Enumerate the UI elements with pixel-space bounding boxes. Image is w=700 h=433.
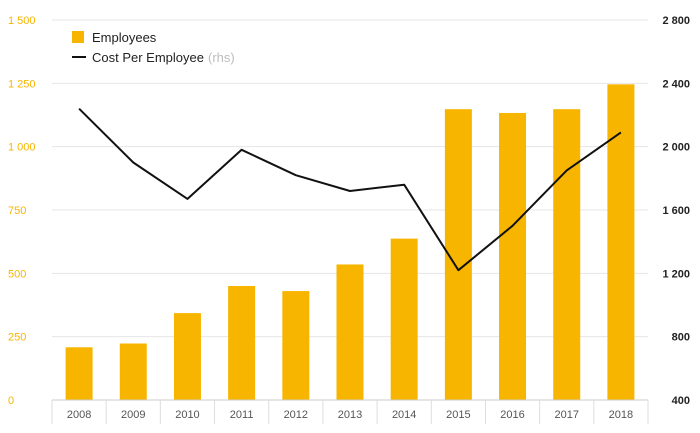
bar [173, 313, 201, 400]
x-tick-label: 2009 [121, 409, 145, 421]
left-tick-label: 1 250 [8, 78, 36, 90]
right-tick-label: 2 400 [662, 78, 690, 90]
x-tick-label: 2014 [392, 409, 416, 421]
x-tick-label: 2018 [609, 409, 633, 421]
legend-swatch-bar [72, 31, 84, 43]
bar [282, 291, 310, 400]
legend-label-employees: Employees [92, 29, 157, 45]
x-tick-label: 2010 [175, 409, 199, 421]
left-tick-label: 1 000 [8, 142, 36, 154]
x-tick-label: 2016 [500, 409, 524, 421]
x-tick-label: 2013 [338, 409, 362, 421]
left-tick-label: 250 [8, 332, 26, 344]
employees-bars [65, 84, 635, 401]
x-tick-label: 2012 [284, 409, 308, 421]
bar [336, 264, 364, 400]
left-tick-label: 1 500 [8, 15, 36, 27]
right-tick-label: 2 000 [662, 142, 690, 154]
legend-item-cost-per-employee: Cost Per Employee (rhs) [72, 47, 235, 67]
cost-per-employee-line [78, 107, 622, 272]
bar [553, 109, 581, 400]
bar [390, 238, 418, 400]
bar [65, 347, 93, 400]
x-tick-label: 2011 [230, 409, 254, 421]
x-tick-label: 2008 [67, 409, 91, 421]
left-axis: 0 250 500 750 1 000 1 250 1 500 [8, 15, 36, 407]
right-tick-label: 1 200 [662, 268, 690, 280]
bar [228, 286, 256, 400]
right-tick-label: 400 [672, 395, 690, 407]
left-tick-label: 500 [8, 268, 26, 280]
right-tick-label: 2 800 [662, 15, 690, 27]
right-tick-label: 800 [672, 332, 690, 344]
x-tick-label: 2017 [554, 409, 578, 421]
legend-item-employees: Employees [72, 27, 235, 47]
right-axis: 400 800 1 200 1 600 2 000 2 400 2 800 [662, 15, 690, 407]
left-tick-label: 750 [8, 205, 26, 217]
bar [499, 112, 527, 401]
grid-lines [52, 19, 648, 338]
x-axis: 2008 2009 2010 2011 2012 2013 2014 2015 2016 2017… [51, 399, 649, 424]
legend: Employees Cost Per Employee (rhs) [72, 27, 235, 67]
right-tick-label: 1 600 [662, 205, 690, 217]
legend-label-cost-per-employee: Cost Per Employee [92, 49, 204, 65]
bar [119, 343, 147, 400]
left-tick-label: 0 [8, 395, 14, 407]
legend-rhs-note: (rhs) [208, 49, 235, 65]
legend-swatch-line [72, 56, 86, 58]
cost-per-employee-line-group [78, 107, 622, 272]
bar [607, 84, 635, 400]
x-tick-label: 2015 [446, 409, 470, 421]
